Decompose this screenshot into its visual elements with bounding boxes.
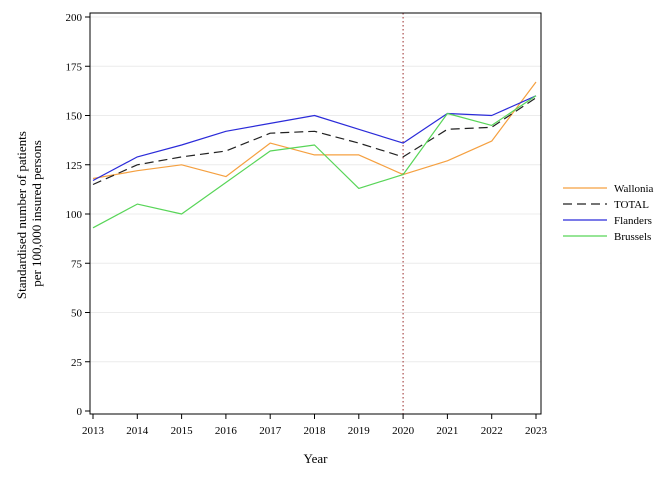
x-tick-label: 2013 (82, 425, 105, 437)
x-tick-label: 2016 (215, 425, 238, 437)
x-tick-label: 2014 (126, 425, 149, 437)
x-tick-label: 2022 (481, 425, 503, 437)
x-tick-label: 2023 (525, 425, 548, 437)
legend-label-flanders: Flanders (614, 215, 652, 227)
y-tick-label: 75 (71, 258, 83, 270)
legend: Wallonia TOTAL Flanders Brussels (563, 183, 654, 243)
gridlines (90, 16, 541, 363)
legend-label-wallonia: Wallonia (614, 183, 654, 195)
y-tick-label: 100 (66, 209, 83, 221)
y-tick-label: 50 (71, 308, 83, 320)
x-tick-label: 2015 (171, 425, 194, 437)
x-axis: 2013 2014 2015 2016 2017 2018 2019 2020 2021 2022… (82, 414, 548, 437)
y-tick-label: 175 (66, 61, 83, 73)
x-tick-label: 2018 (304, 425, 327, 437)
x-axis-title: Year (304, 451, 329, 466)
x-tick-label: 2019 (348, 425, 371, 437)
legend-label-total: TOTAL (614, 199, 649, 211)
series-layer (92, 81, 537, 229)
y-axis-title-line-2: per 100,000 insured persons (29, 140, 44, 287)
y-tick-label: 125 (66, 160, 83, 172)
series-line-brussels (92, 95, 537, 229)
x-tick-label: 2021 (436, 425, 458, 437)
y-tick-label: 25 (71, 357, 83, 369)
series-line-total (92, 97, 537, 186)
series-line-wallonia (92, 81, 537, 180)
y-tick-label: 150 (66, 111, 83, 123)
x-tick-label: 2017 (259, 425, 282, 437)
y-axis-title: Standardised number of patients per 100,… (14, 128, 44, 299)
y-axis: 0 25 50 75 100 125 150 175 200 (66, 12, 90, 418)
series-line-flanders (92, 95, 537, 182)
legend-label-brussels: Brussels (614, 231, 651, 243)
y-tick-label: 0 (77, 406, 83, 418)
x-tick-label: 2020 (392, 425, 415, 437)
y-tick-label: 200 (66, 12, 83, 24)
y-axis-title-line-1: Standardised number of patients (14, 131, 29, 299)
